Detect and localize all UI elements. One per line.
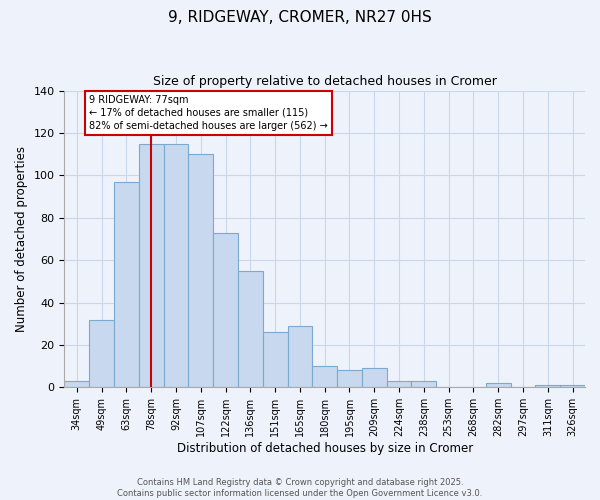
Bar <box>412 381 436 388</box>
Bar <box>238 271 263 388</box>
Bar <box>213 232 238 388</box>
Bar <box>313 366 337 388</box>
Bar <box>64 381 89 388</box>
Text: 9 RIDGEWAY: 77sqm
← 17% of detached houses are smaller (115)
82% of semi-detache: 9 RIDGEWAY: 77sqm ← 17% of detached hous… <box>89 95 328 131</box>
Text: 9, RIDGEWAY, CROMER, NR27 0HS: 9, RIDGEWAY, CROMER, NR27 0HS <box>168 10 432 25</box>
Bar <box>486 383 511 388</box>
Y-axis label: Number of detached properties: Number of detached properties <box>15 146 28 332</box>
Title: Size of property relative to detached houses in Cromer: Size of property relative to detached ho… <box>153 75 497 88</box>
Bar <box>188 154 213 388</box>
Bar <box>362 368 386 388</box>
Bar <box>287 326 313 388</box>
Bar <box>337 370 362 388</box>
Text: Contains HM Land Registry data © Crown copyright and database right 2025.
Contai: Contains HM Land Registry data © Crown c… <box>118 478 482 498</box>
Bar <box>89 320 114 388</box>
Bar <box>164 144 188 388</box>
Bar <box>386 381 412 388</box>
Bar <box>560 385 585 388</box>
Bar <box>114 182 139 388</box>
X-axis label: Distribution of detached houses by size in Cromer: Distribution of detached houses by size … <box>176 442 473 455</box>
Bar <box>535 385 560 388</box>
Bar <box>139 144 164 388</box>
Bar <box>263 332 287 388</box>
